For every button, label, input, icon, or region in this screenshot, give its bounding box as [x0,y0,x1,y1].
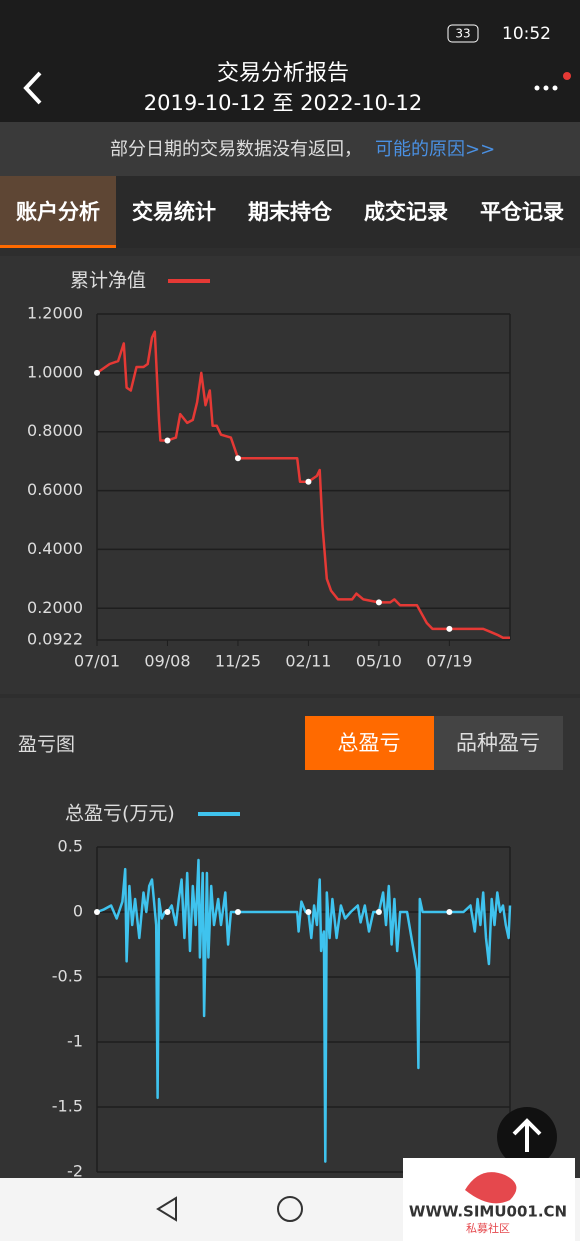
tab[interactable]: 成交记录 [364,200,448,224]
point-marker [164,437,171,444]
section-title: 盈亏图 [18,734,75,756]
notice-link[interactable]: 可能的原因>> [375,139,495,160]
tab[interactable]: 平仓记录 [480,200,564,224]
series-line [96,858,512,1163]
page-title: 交易分析报告 [217,61,349,86]
point-marker [234,909,241,915]
arrow-icon [512,1118,542,1152]
y-tick-label: 0.8000 [27,421,83,440]
nav-home[interactable] [277,1196,303,1222]
series-line [96,330,510,639]
point-marker [94,369,100,376]
x-tick-label: 07/01 [74,652,120,671]
badge [563,72,571,80]
battery-level: 33 [455,27,470,41]
y-tick-label: 0.4000 [27,539,83,558]
y-tick-label: 1.0000 [27,362,83,381]
point-marker [164,909,171,915]
toggle-label[interactable]: 品种盈亏 [456,731,540,755]
more-button[interactable] [534,85,558,91]
y-tick-label: 0.2000 [27,598,83,617]
y-tick-label: -2 [67,1162,83,1181]
y-tick-label: 0.5 [58,837,83,856]
tab[interactable]: 期末持仓 [248,200,333,224]
watermark-name: 私募社区 [466,1221,510,1235]
legend-label: 总盈亏(万元) [65,803,175,825]
active-tab [0,176,116,248]
y-tick-label: -0.5 [52,967,83,986]
point-marker [94,909,100,915]
x-tick-label: 07/19 [426,652,472,671]
back-button[interactable] [23,71,42,105]
top-bar [0,0,580,122]
toggle-inactive[interactable] [434,716,563,770]
tab-indicator [0,245,116,248]
nav-back[interactable] [156,1196,177,1222]
y-tick-label: -1 [67,1032,83,1051]
notice-bar [0,122,580,176]
x-tick-label: 09/08 [144,652,190,671]
point-marker [375,599,382,606]
legend-label: 累计净值 [70,270,146,292]
date-range: 2019-10-12 至 2022-10-12 [144,91,422,115]
toggle-active[interactable] [305,716,434,770]
tab[interactable]: 账户分析 [16,200,100,224]
x-tick-label: 02/11 [285,652,331,671]
watermark-url: WWW.SIMU001.CN [409,1203,567,1221]
x-tick-label: 05/10 [356,652,402,671]
y-tick-label: 0 [73,902,83,921]
toggle-label[interactable]: 总盈亏 [338,731,401,755]
nav-chart-panel [0,256,580,694]
point-marker [375,909,382,915]
watermark-logo [465,1172,517,1204]
point-marker [305,478,312,485]
y-tick-label: -1.5 [52,1097,83,1116]
battery-icon [447,24,479,43]
chart: 0.0922 0.2000 0.4000 0.6000 0.8000 1.0000 1.20… [27,270,511,671]
clock: 10:52 [502,24,551,44]
y-tick-label: 0.6000 [27,480,83,499]
notice-text: 部分日期的交易数据没有返回， [110,139,362,160]
y-tick-label: 0.0922 [27,630,83,649]
point-marker [446,625,453,632]
point-marker [234,455,241,462]
point-marker [446,909,453,915]
tab[interactable]: 交易统计 [132,200,216,224]
y-tick-label: 1.2000 [27,304,83,323]
x-tick-label: 11/25 [215,652,261,671]
point-marker [305,909,312,915]
